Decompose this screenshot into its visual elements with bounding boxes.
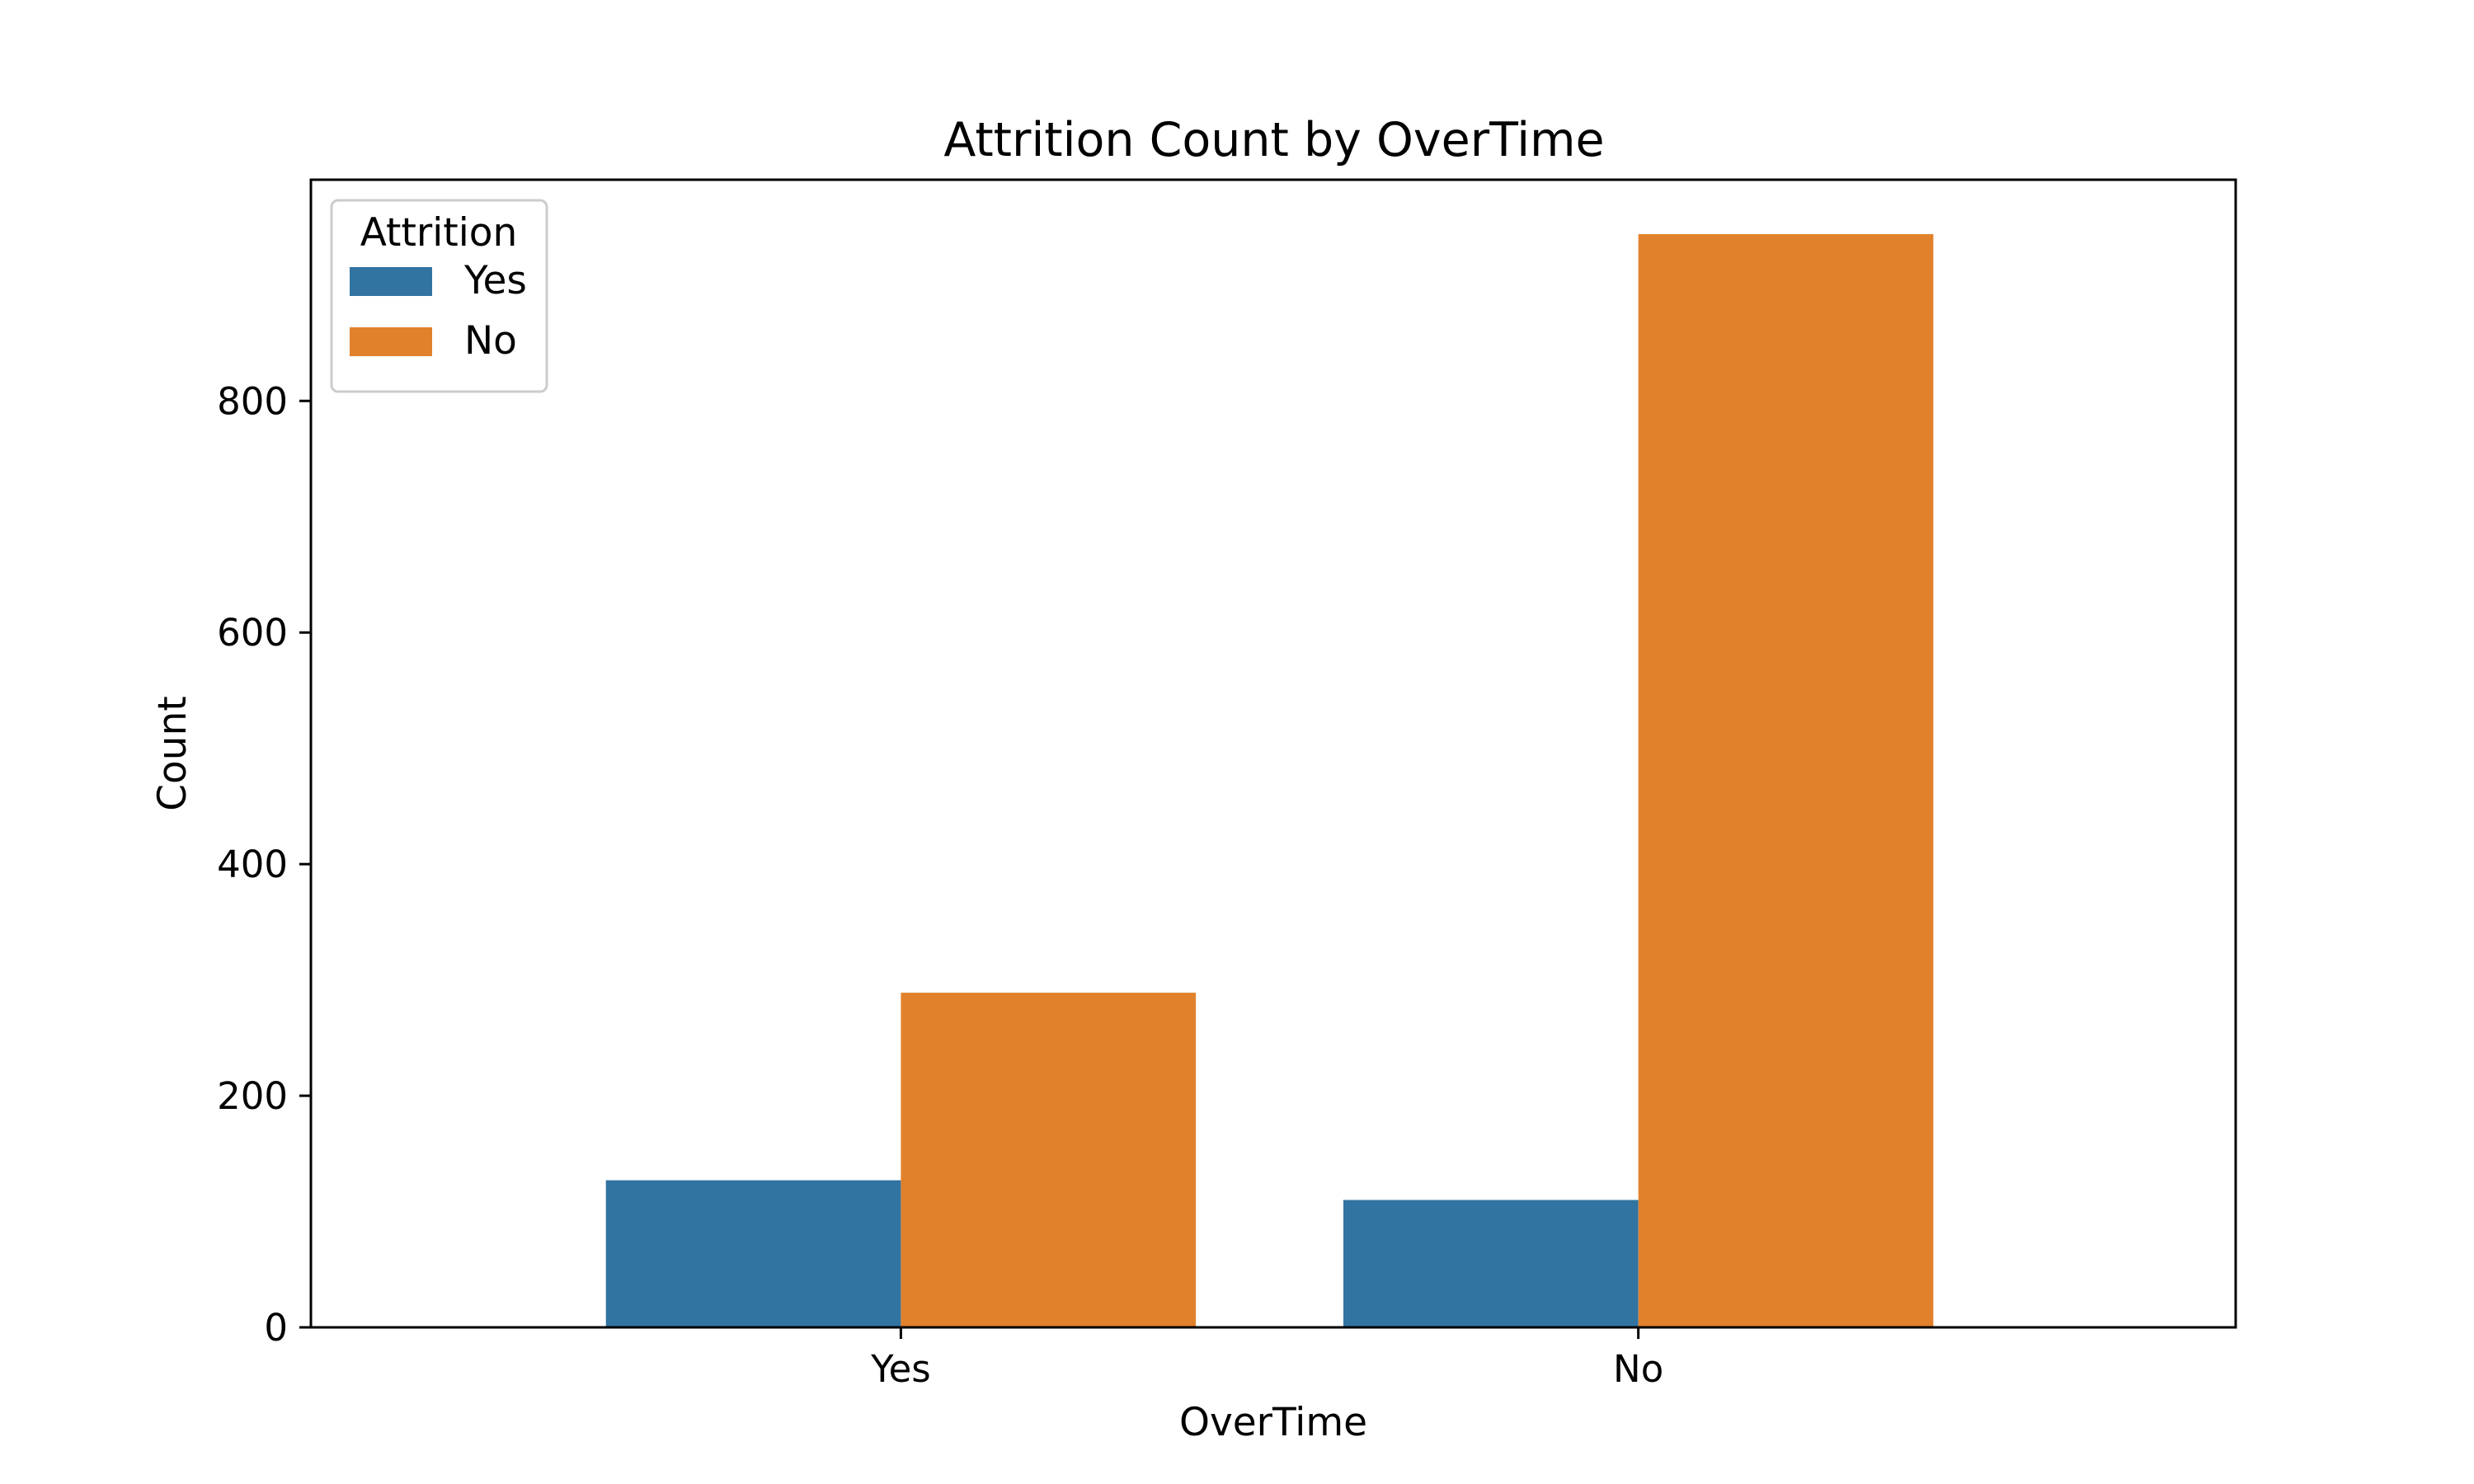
chart-title: Attrition Count by OverTime — [943, 113, 1604, 167]
legend-entries: Yes No — [350, 258, 527, 364]
plot-bars — [605, 234, 1934, 1327]
y-tick-label: 0 — [264, 1306, 288, 1350]
x-axis-label: OverTime — [1179, 1400, 1367, 1445]
y-axis-label: Count — [150, 696, 195, 811]
legend-title: Attrition — [360, 210, 518, 256]
y-tick-label: 200 — [217, 1074, 288, 1118]
legend-label-yes: Yes — [463, 258, 527, 303]
x-axis: Yes No — [870, 1327, 1663, 1391]
legend: Attrition Yes No — [330, 199, 548, 393]
bar-yes-no — [1343, 1200, 1639, 1327]
legend-label-no: No — [464, 318, 517, 364]
plot-frame — [309, 178, 2237, 1329]
legend-swatch-no — [350, 327, 432, 356]
y-tick-label: 800 — [217, 379, 288, 423]
legend-swatch-yes — [350, 267, 432, 296]
y-tick-label: 600 — [217, 611, 288, 655]
y-axis: 0 200 400 600 800 — [217, 379, 311, 1350]
bar-no-no — [1638, 234, 1934, 1327]
bar-yes-yes — [605, 1180, 901, 1327]
bar-no-yes — [901, 993, 1197, 1327]
x-tick-label: No — [1613, 1347, 1663, 1391]
x-tick-label: Yes — [870, 1347, 931, 1391]
y-tick-label: 400 — [217, 843, 288, 886]
